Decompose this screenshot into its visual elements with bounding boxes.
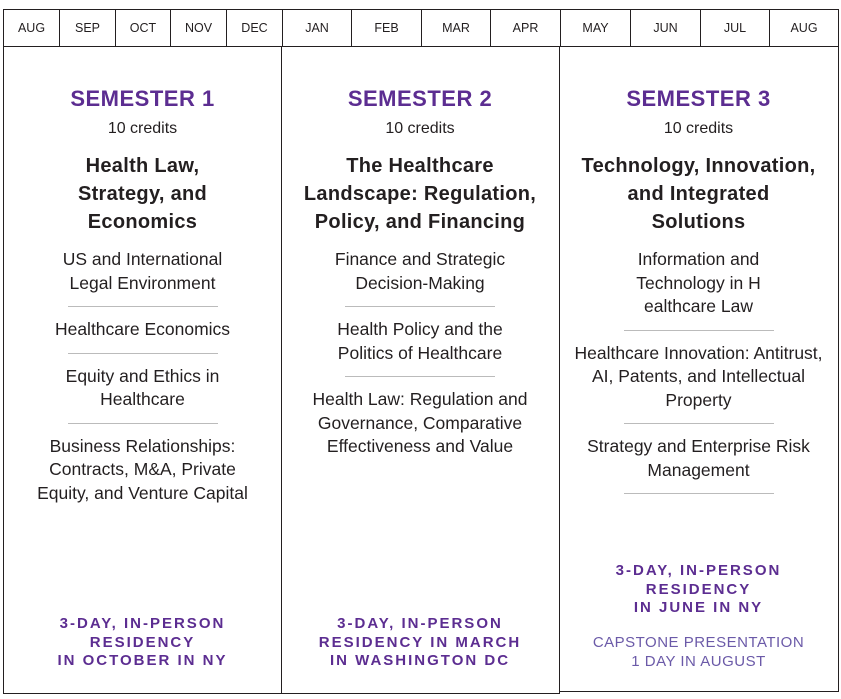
capstone-line: 1 DAY IN AUGUST [631,653,766,670]
residency-note: 3-DAY, IN-PERSON RESIDENCY IN MARCH IN W… [281,615,559,671]
divider [67,306,218,307]
residency-line: RESIDENCY [645,580,752,598]
month-mar: MAR [422,10,491,46]
course-item: Information and Technology in H ealthcar… [636,249,761,316]
course-item: Health Law: Regulation and Governance, C… [312,389,528,456]
capstone-line: CAPSTONE PRESENTATION [592,634,805,651]
course-item: Finance and Strategic Decision-Making [334,249,506,293]
residency-line: IN OCTOBER IN NY [57,652,228,669]
month-may: MAY [561,10,631,46]
divider [623,423,774,424]
semester-2-column: SEMESTER 2 10 credits The Healthcare Lan… [281,46,560,694]
residency-line: 3-DAY, IN-PERSON [615,562,782,579]
course-item: US and International Legal Environment [62,249,223,293]
course-item: Business Relationships: Contracts, M&A, … [37,435,248,503]
month-aug: AUG [4,10,60,46]
course-item: Health Policy and the Politics of Health… [337,319,503,363]
divider [345,306,495,307]
course-item: Equity and Ethics in Healthcare [65,365,220,410]
semester-theme: The Healthcare Landscape: Regulation, Po… [303,155,537,233]
month-sep: SEP [60,10,116,46]
month-jan: JAN [283,10,352,46]
month-nov: NOV [171,10,227,46]
semester-title: SEMESTER 2 [347,86,493,111]
month-header: AUG SEP OCT NOV DEC JAN FEB MAR APR MAY … [3,9,839,47]
residency-line: 3-DAY, IN-PERSON [59,615,226,632]
course-item: Healthcare Innovation: Antitrust, AI, Pa… [574,342,823,410]
divider [345,376,495,377]
semester-3-column: SEMESTER 3 10 credits Technology, Innova… [559,46,839,692]
semester-credits: 10 credits [107,120,178,137]
capstone-note: CAPSTONE PRESENTATION 1 DAY IN AUGUST [559,633,838,671]
residency-note: 3-DAY, IN-PERSON RESIDENCY IN JUNE IN NY [559,562,838,618]
semester-1-column: SEMESTER 1 10 credits Health Law, Strate… [3,46,282,694]
month-jun: JUN [631,10,701,46]
semester-credits: 10 credits [385,120,455,137]
divider [623,493,774,494]
divider [67,422,218,424]
divider [623,329,774,331]
residency-line: IN WASHINGTON DC [329,652,511,669]
residency-line: 3-DAY, IN-PERSON [337,615,503,632]
residency-note: 3-DAY, IN-PERSON RESIDENCY IN OCTOBER IN… [4,615,281,671]
divider [67,352,218,354]
month-aug-end: AUG [790,21,818,35]
course-item: Strategy and Enterprise Risk Management [587,436,810,480]
month-feb: FEB [352,10,422,46]
semester-title: SEMESTER 3 [626,86,771,111]
semester-theme: Technology, Innovation, and Integrated S… [581,155,816,233]
semester-credits: 10 credits [663,120,734,137]
month-oct: OCT [116,10,171,46]
residency-line: RESIDENCY IN MARCH [318,633,522,651]
residency-line: RESIDENCY [89,633,196,651]
month-jul: JUL [701,10,770,46]
semester-theme: Health Law, Strategy, and Economics [77,155,208,233]
semester-title: SEMESTER 1 [70,86,215,111]
month-dec: DEC [227,10,283,46]
course-item: Healthcare Economics [54,319,231,339]
residency-line: IN JUNE IN NY [633,599,764,616]
month-apr: APR [491,10,561,46]
